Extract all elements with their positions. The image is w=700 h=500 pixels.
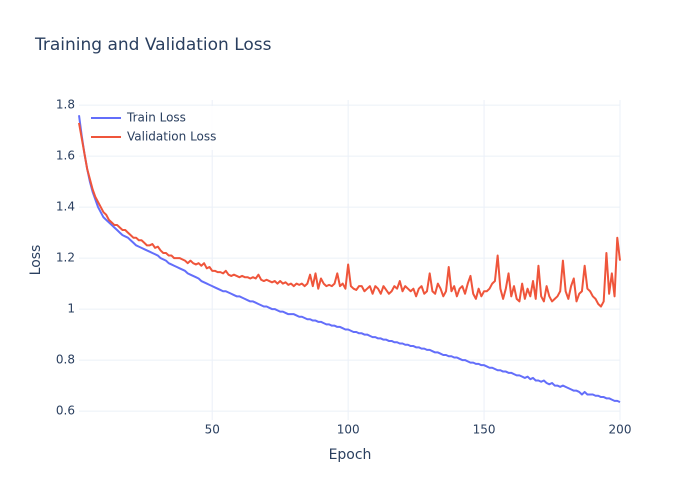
line-series: [78, 122, 621, 308]
x-tick-label: 100: [337, 423, 360, 437]
y-tick-label: 1.4: [56, 200, 75, 214]
y-tick-label: 1.6: [56, 149, 75, 163]
legend-label: Validation Loss: [127, 130, 216, 144]
chart-title: Training and Validation Loss: [34, 35, 272, 55]
x-axis-title: Epoch: [329, 447, 372, 463]
y-tick-label: 1: [67, 302, 75, 316]
x-tick-label: 50: [205, 423, 220, 437]
legend-label: Train Loss: [126, 111, 186, 125]
x-tick-label: 200: [609, 423, 632, 437]
y-axis-title: Loss: [28, 245, 44, 276]
line-series: [78, 115, 621, 404]
y-tick-label: 1.2: [56, 251, 75, 265]
y-tick-label: 0.8: [56, 353, 75, 367]
y-tick-label: 1.8: [56, 98, 75, 112]
y-tick-label: 0.6: [56, 404, 75, 418]
x-tick-label: 150: [473, 423, 496, 437]
legend-box: [87, 106, 225, 150]
